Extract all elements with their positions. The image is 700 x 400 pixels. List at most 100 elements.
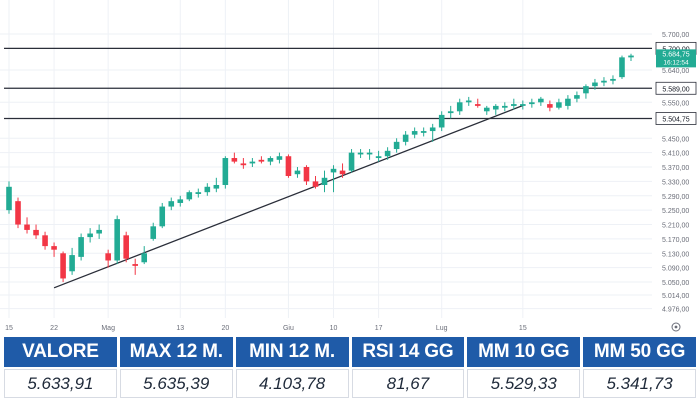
y-tick-label: 5.050,00: [662, 280, 689, 287]
y-tick-label: 5.014,00: [662, 293, 689, 300]
trendline-layer: [53, 104, 524, 289]
candle-body: [583, 86, 589, 94]
candle: [240, 158, 247, 169]
y-tick-label: 5.450,00: [662, 136, 689, 143]
candle-body: [619, 57, 625, 78]
candle: [529, 98, 535, 108]
x-axis: 15 22 Mag 13 20 Giu 10 17 Lug 15: [5, 322, 681, 332]
stat-value: 5.633,91: [4, 369, 117, 398]
candle-body: [483, 107, 490, 112]
candle: [619, 55, 625, 79]
candle-body: [547, 104, 553, 108]
y-tick-label: 5.410,00: [662, 151, 689, 158]
chart-svg: 5.700,00 5.589,00 5.504,75 5.700,00 5.640,0…: [0, 0, 697, 332]
candle: [393, 138, 400, 153]
y-tick-label: 5.210,00: [662, 223, 689, 230]
candle: [186, 190, 193, 202]
candle-body: [456, 102, 463, 112]
candle: [294, 167, 301, 178]
candle: [69, 247, 75, 275]
candle: [592, 78, 598, 90]
candle: [312, 176, 319, 189]
candle: [330, 165, 337, 193]
stat-value: 5.529,33: [467, 369, 581, 398]
candle: [24, 217, 30, 234]
candle-body: [195, 192, 202, 194]
candle-body: [438, 114, 445, 128]
candle: [177, 195, 184, 207]
candle: [628, 53, 634, 61]
candle: [105, 249, 111, 268]
candle: [195, 188, 202, 198]
candle-body: [96, 229, 102, 234]
x-tick-label: Mag: [101, 325, 115, 332]
level-label-box: [655, 81, 697, 95]
candle: [204, 183, 211, 196]
candle-body: [474, 104, 481, 106]
candle-body: [538, 98, 544, 103]
candle-body: [15, 201, 21, 225]
candle-body: [366, 152, 373, 155]
x-tick-label: 10: [330, 325, 338, 332]
y-tick-label: 5.330,00: [662, 179, 689, 186]
candle-body: [78, 237, 84, 257]
candle: [429, 123, 436, 142]
candle: [78, 233, 84, 261]
stat-header: MAX 12 M.: [119, 337, 233, 367]
candle: [520, 100, 526, 110]
candle: [249, 158, 256, 168]
candle-body: [141, 253, 148, 263]
candle-body: [258, 159, 265, 162]
candle-body: [511, 104, 517, 106]
candle-body: [502, 105, 508, 108]
candle-body: [132, 264, 138, 266]
candle-body: [6, 186, 12, 211]
candle: [375, 150, 382, 162]
y-tick-label: 5.550,00: [662, 100, 689, 107]
level-label: 5.589,00: [662, 86, 689, 93]
candle: [456, 98, 463, 115]
candle: [60, 251, 66, 283]
gear-icon-ring: [671, 322, 681, 332]
stats-table: VALORE 5.633,91 MAX 12 M. 5.635,39 MIN 1…: [4, 337, 696, 398]
candle: [303, 165, 310, 185]
candle: [6, 181, 12, 214]
stat-header: RSI 14 GG: [351, 337, 465, 367]
price-tag-value: 5.684,75: [662, 51, 689, 58]
candle: [556, 98, 562, 110]
y-tick-label: 5.170,00: [662, 237, 689, 244]
candle: [610, 75, 616, 85]
candle-body: [492, 105, 499, 110]
candle-body: [393, 141, 400, 150]
y-tick-label: 4.976,00: [662, 307, 689, 314]
candle-body: [114, 219, 120, 261]
candle: [483, 105, 490, 115]
candle: [141, 246, 148, 265]
candle: [348, 149, 355, 173]
candle: [276, 152, 283, 164]
candle: [33, 224, 39, 239]
candle-body: [402, 134, 409, 142]
candle-body: [411, 131, 418, 135]
stat-header: MM 50 GG: [583, 337, 696, 367]
y-tick-label: 5.130,00: [662, 251, 689, 258]
candle-body: [574, 95, 580, 99]
candle-body: [186, 192, 193, 200]
candle-body: [204, 186, 211, 193]
candle-body: [420, 131, 427, 133]
candle: [583, 84, 589, 99]
candle-body: [213, 184, 220, 189]
candle: [285, 154, 292, 178]
candle-body: [249, 161, 256, 164]
level-label: 5.504,75: [662, 116, 689, 123]
candle: [565, 95, 571, 110]
stat-header: MM 10 GG: [467, 337, 581, 367]
candle: [357, 149, 364, 159]
candle: [258, 156, 265, 164]
stat-rsi-14: RSI 14 GG 81,67: [351, 337, 465, 398]
y-tick-label: 5.090,00: [662, 266, 689, 273]
candle-body: [601, 80, 607, 83]
gear-icon[interactable]: [671, 322, 681, 332]
candle-body: [339, 170, 346, 175]
x-tick-label: Giu: [283, 325, 294, 332]
